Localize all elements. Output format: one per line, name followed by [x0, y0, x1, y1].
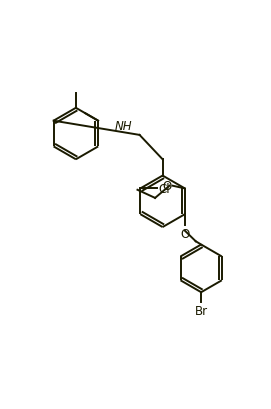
Text: NH: NH	[115, 120, 133, 133]
Text: Br: Br	[195, 304, 208, 317]
Text: O: O	[162, 180, 171, 193]
Text: O: O	[180, 228, 189, 240]
Text: Cl: Cl	[158, 182, 170, 196]
